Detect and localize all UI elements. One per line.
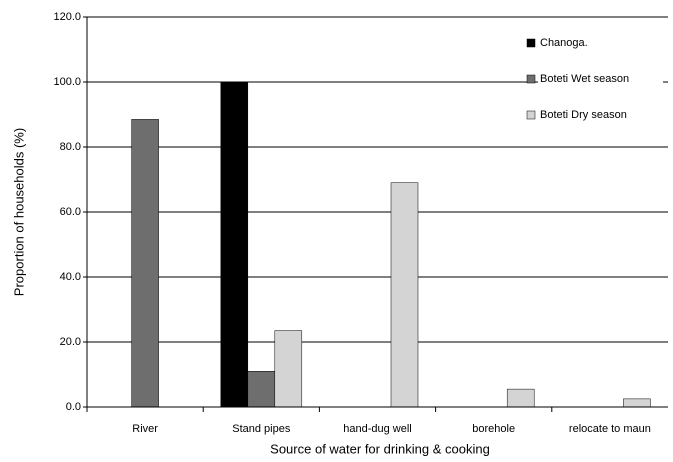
- legend-bg: [538, 36, 663, 50]
- bar: [247, 371, 276, 408]
- y-tick-label: 20.0: [60, 336, 81, 348]
- legend-label: Boteti Wet season: [540, 73, 629, 85]
- y-axis-title: Proportion of households (%): [11, 128, 26, 296]
- legend-bg: [538, 108, 663, 122]
- x-tick-label: River: [132, 423, 158, 435]
- y-tick-label: 120.0: [53, 11, 81, 23]
- bar: [274, 330, 303, 408]
- x-tick-label: borehole: [472, 423, 515, 435]
- bar: [131, 119, 159, 408]
- legend-label: Chanoga.: [540, 37, 588, 49]
- bar: [623, 398, 651, 408]
- x-tick-label: relocate to maun: [569, 423, 651, 435]
- y-tick-label: 40.0: [60, 271, 81, 283]
- bar: [390, 182, 419, 408]
- x-axis-title: Source of water for drinking & cooking: [270, 441, 490, 456]
- legend-swatch: [526, 74, 536, 84]
- y-tick-label: 80.0: [60, 141, 81, 153]
- y-tick-label: 0.0: [66, 401, 81, 413]
- bar: [220, 81, 249, 408]
- legend-bg: [538, 72, 663, 86]
- x-tick-label: hand-dug well: [343, 423, 412, 435]
- legend-swatch: [526, 110, 536, 120]
- legend-swatch: [526, 38, 536, 48]
- x-tick-label: Stand pipes: [232, 423, 291, 435]
- bar: [506, 388, 535, 408]
- y-tick-label: 100.0: [53, 76, 81, 88]
- legend-label: Boteti Dry season: [540, 109, 627, 121]
- y-tick-label: 60.0: [60, 206, 81, 218]
